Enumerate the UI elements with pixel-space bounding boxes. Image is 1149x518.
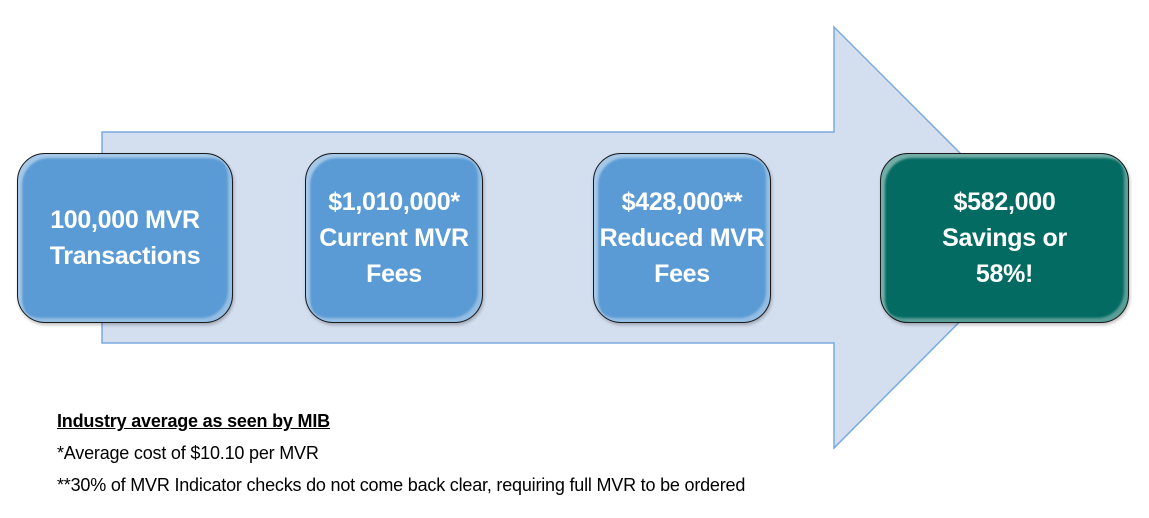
step-reduced-fees: $428,000** Reduced MVR Fees [593, 153, 771, 323]
footnotes: Industry average as seen by MIB *Average… [57, 405, 745, 501]
result-savings: $582,000 Savings or 58%! [880, 153, 1129, 323]
step-transactions: 100,000 MVR Transactions [17, 153, 233, 323]
footnote-heading: Industry average as seen by MIB [57, 411, 330, 431]
step-text: 100,000 MVR Transactions [49, 206, 201, 270]
step-text: $1,010,000* Current MVR Fees [319, 188, 469, 288]
step-text: $428,000** Reduced MVR Fees [599, 188, 765, 288]
footnote-2: **30% of MVR Indicator checks do not com… [57, 475, 746, 495]
arrow-shape [101, 25, 1046, 450]
step-current-fees: $1,010,000* Current MVR Fees [305, 153, 483, 323]
footnote-1: *Average cost of $10.10 per MVR [57, 443, 319, 463]
result-text: $582,000 Savings or 58%! [942, 188, 1067, 288]
